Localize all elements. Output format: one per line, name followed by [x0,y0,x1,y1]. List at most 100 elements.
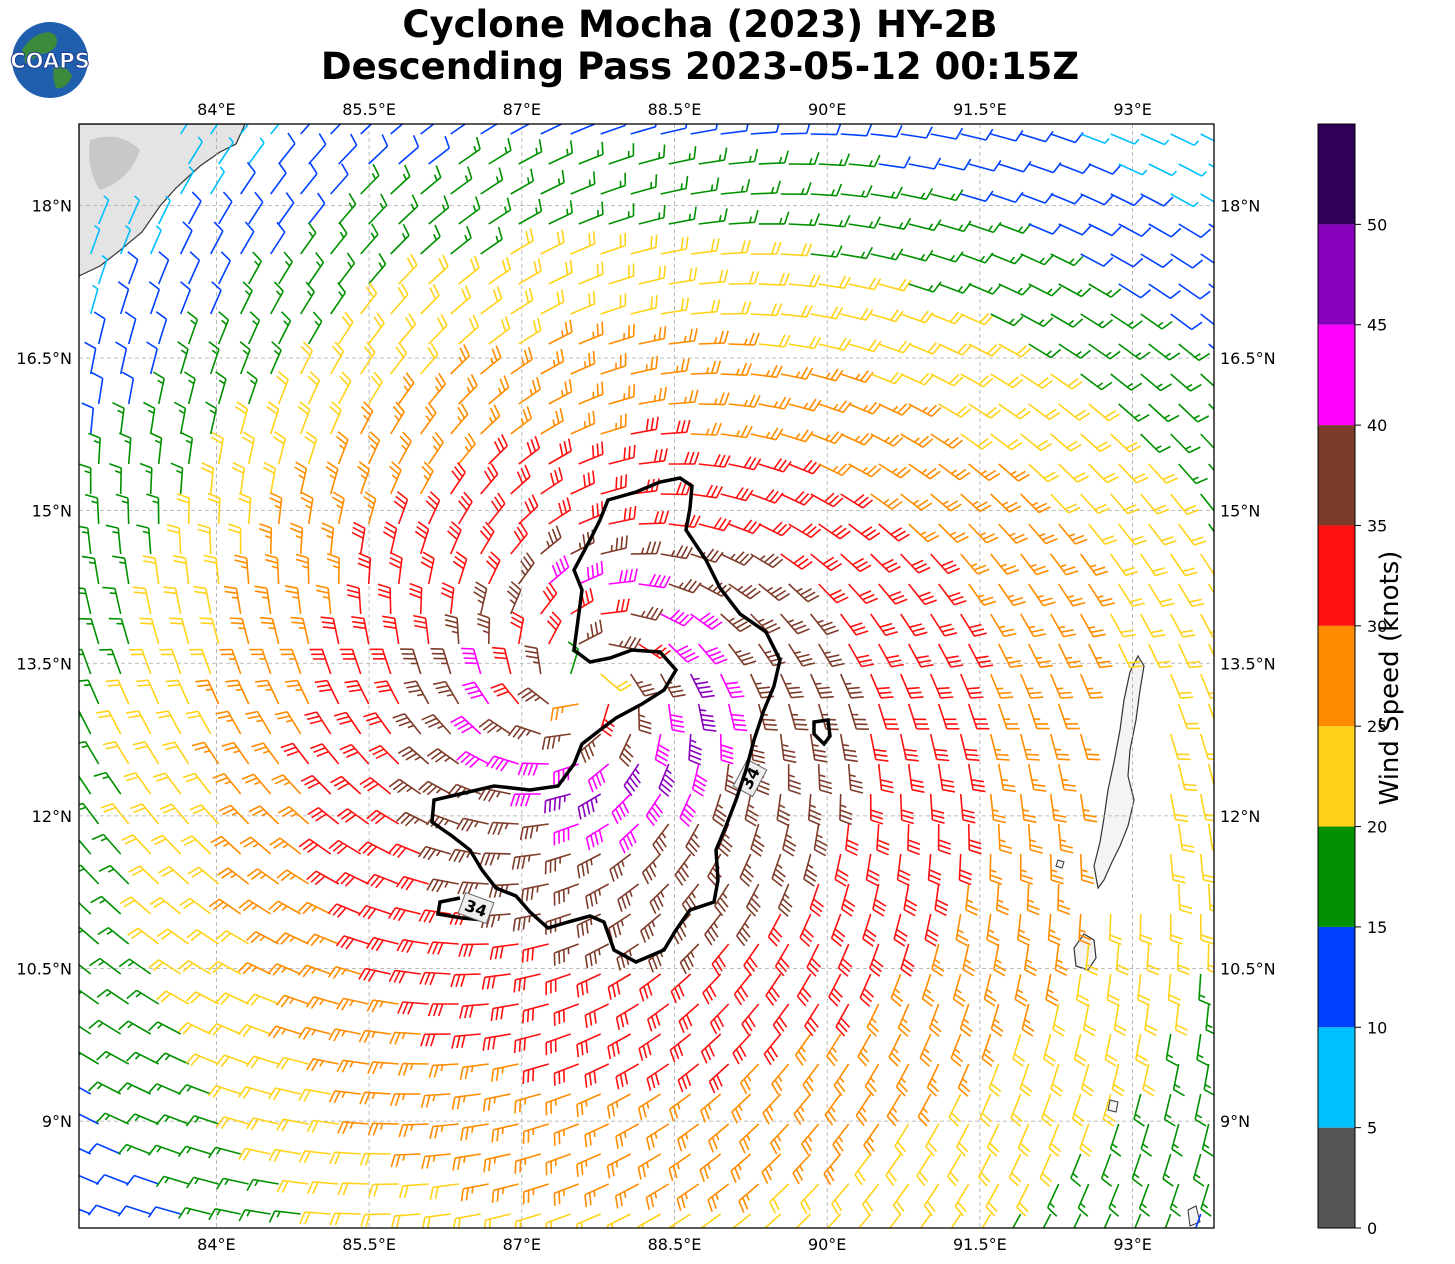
wind-barb-path [329,1151,361,1165]
wind-barb [986,913,1000,947]
wind-barb [203,554,220,585]
wind-barb-path [1070,1153,1082,1187]
wind-barb [390,1213,421,1228]
lon-tick-label-top: 90°E [808,100,846,119]
wind-barb [185,1053,220,1067]
wind-barb [780,243,813,257]
wind-barb-path [1165,1033,1178,1067]
wind-barb [306,1058,339,1072]
wind-barb [299,341,314,375]
wind-barb-path [268,1087,301,1101]
wind-barb [750,823,765,857]
wind-barb [121,834,152,855]
wind-barb [669,1033,692,1063]
wind-barb [132,586,152,615]
wind-barb-path [765,973,782,1006]
wind-barb-path [989,793,1007,824]
wind-barb [450,973,481,988]
wind-barb [570,291,596,315]
wind-barb-path [513,973,541,993]
wind-barb-path [576,1153,602,1177]
wind-barb [630,673,658,697]
wind-barb [398,253,418,285]
wind-barb-path [1169,673,1194,699]
wind-barb-path [878,156,911,169]
wind-barb-path [704,913,722,946]
wind-barb-path [698,330,729,345]
wind-barb [276,1179,309,1193]
34-knot-contour-tail [435,896,485,922]
wind-barb [360,163,380,195]
wind-barb-path [1054,943,1068,977]
wind-barb [1110,193,1144,207]
wind-barb [91,833,122,855]
wind-barb-path [216,1177,249,1190]
wind-barb [744,793,759,827]
wind-barb-path [337,1121,369,1135]
wind-barb-path [155,1175,189,1188]
wind-barb [477,612,491,645]
wind-barb-path [1174,1003,1188,1036]
wind-barb-path [1020,553,1049,576]
wind-barb [208,898,242,915]
wind-barb-path [584,1123,610,1148]
wind-barb [357,461,371,495]
wind-barb [180,166,195,195]
wind-barb [485,551,501,585]
wind-barb [707,1183,730,1213]
wind-barb [638,510,670,525]
wind-barb-path [1207,703,1214,722]
wind-barb-path [840,553,872,573]
wind-barb [862,913,877,947]
wind-barb-path [119,896,152,915]
wind-barb-path [1148,163,1178,177]
colorbar-tick-label: 0 [1367,1219,1377,1238]
wind-barb-path [998,463,1030,482]
wind-barb [1171,1123,1183,1157]
wind-barb-path [1110,133,1140,145]
wind-barb [210,431,224,465]
wind-barb-path [981,1213,992,1228]
wind-barb-path [540,348,565,375]
wind-barb [1208,223,1214,229]
wind-barb [600,353,627,375]
wind-barb-path [254,585,272,615]
wind-barb [146,341,158,375]
wind-barb-path [997,703,1020,730]
wind-barb-path [269,837,302,855]
wind-barb-path [1148,583,1175,607]
wind-barb-path [937,763,956,793]
wind-barb-path [986,1123,1000,1157]
wind-barb-path [390,164,411,195]
wind-barb [938,220,972,233]
wind-barb [839,733,859,763]
wind-barb-path [702,973,722,1005]
wind-barb [360,341,376,375]
wind-barb-path [668,267,698,285]
wind-barb-path [1050,433,1082,452]
wind-barb [840,307,874,321]
wind-barb [218,136,234,165]
wind-barb [709,1003,730,1035]
wind-barb-path [358,967,391,982]
wind-barb-path [900,943,915,977]
wind-barb-path [320,616,340,645]
wind-barb-path [990,253,1024,265]
wind-barb-path [1208,523,1214,533]
wind-barb-path [690,612,723,630]
wind-barb-path [857,1033,872,1067]
wind-barb [269,492,283,525]
wind-barb-path [390,1153,421,1168]
wind-barb [818,275,852,289]
wind-barb-path [518,198,543,225]
wind-barb-path [328,1090,361,1104]
wind-barb-path [330,341,345,375]
wind-barb-path [395,811,430,827]
wind-barb-path [848,216,881,229]
wind-barb [690,299,721,315]
wind-barb-path [840,883,856,917]
wind-barb-path [478,718,512,735]
wind-barb-path [97,927,130,945]
wind-barb [79,1208,91,1215]
wind-barb-path [839,733,859,763]
